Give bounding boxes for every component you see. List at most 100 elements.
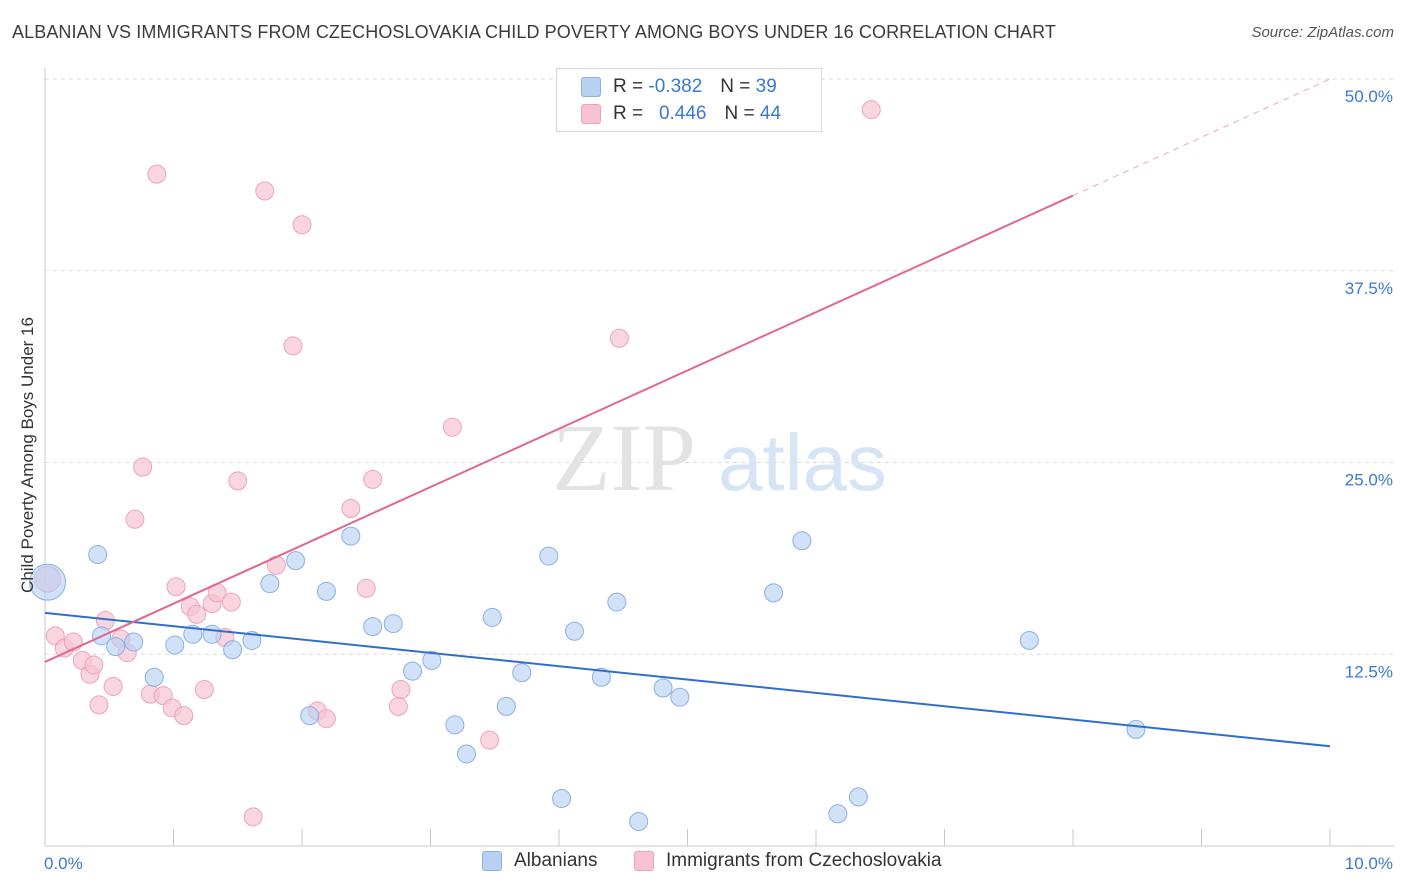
albanian-point (29, 563, 67, 601)
legend-swatch-albanians (581, 77, 601, 97)
czech-point (166, 577, 186, 597)
albanian-point (383, 614, 403, 634)
czech-point (363, 469, 383, 489)
albanian-point (223, 640, 243, 660)
albanian-point (316, 581, 336, 601)
x-tick-label: 10.0% (1345, 854, 1393, 873)
czech-point (609, 328, 629, 348)
albanian-point (591, 667, 611, 687)
legend-n-value-czech: 44 (759, 103, 782, 124)
czech-point (442, 417, 462, 437)
axes (44, 68, 1395, 847)
albanian-point (124, 632, 144, 652)
albanian-point (552, 788, 572, 808)
bottom-legend-swatch-czech (634, 851, 654, 871)
czech-point (243, 807, 263, 827)
albanian-points (29, 526, 1146, 831)
y-axis-title: Child Poverty Among Boys Under 16 (18, 317, 37, 593)
watermark-atlas: atlas (718, 418, 887, 507)
axis-labels: 12.5% 25.0% 37.5% 50.0% 0.0% 10.0% (44, 87, 1393, 873)
albanian-point (341, 526, 361, 546)
legend-r-value-albanians: -0.382 (648, 76, 703, 97)
albanian-point (629, 811, 649, 831)
legend-r-label: R = (613, 103, 644, 124)
albanian-point (564, 621, 584, 641)
albanian-point (88, 545, 108, 565)
legend-swatch-czech (581, 104, 601, 124)
albanian-point (792, 531, 812, 551)
czech-point (174, 706, 194, 726)
albanian-point (260, 574, 280, 594)
albanian-point (422, 650, 442, 670)
czech-point (103, 676, 123, 696)
albanian-point (363, 617, 383, 637)
source-label: Source: ZipAtlas.com (1251, 24, 1394, 41)
legend-row-czech: R = 0.446 N = 44 (581, 101, 781, 127)
bottom-legend-czech: Immigrants from Czechoslovakia (634, 850, 942, 872)
legend-row-albanians: R = -0.382 N = 39 (581, 74, 777, 100)
correlation-legend: R = -0.382 N = 39 R = 0.446 N = 44 (556, 68, 822, 132)
czech-point (133, 457, 153, 477)
albanian-point (1019, 630, 1039, 650)
chart-title: ALBANIAN VS IMMIGRANTS FROM CZECHOSLOVAK… (12, 22, 1056, 42)
czech-point (147, 164, 167, 184)
bottom-legend-swatch-albanians (482, 851, 502, 871)
legend-n-label: N = (724, 103, 755, 124)
albanian-point (286, 551, 306, 571)
czech-point (255, 181, 275, 201)
albanian-point (202, 624, 222, 644)
albanian-point (653, 678, 673, 698)
albanian-point (183, 624, 203, 644)
czech-trend-line (44, 194, 1074, 663)
czech-point (84, 655, 104, 675)
x-tick-label: 0.0% (44, 854, 83, 873)
albanian-point (300, 706, 320, 726)
bottom-legend-albanians: Albanians (482, 850, 597, 872)
gridlines (45, 78, 1395, 655)
albanian-point (482, 607, 502, 627)
albanian-point (828, 804, 848, 824)
albanian-point (106, 637, 126, 657)
czech-point (187, 604, 207, 624)
czech-point (125, 509, 145, 529)
trend-lines (44, 78, 1331, 748)
albanian-point (165, 635, 185, 655)
albanian-point (496, 696, 516, 716)
y-tick-label: 37.5% (1345, 279, 1393, 298)
albanian-point (144, 667, 164, 687)
czech-point (356, 578, 376, 598)
y-tick-label: 12.5% (1345, 662, 1393, 681)
albanian-point (607, 592, 627, 612)
albanian-point (512, 663, 532, 683)
albanian-point (445, 715, 465, 735)
legend-n-value-albanians: 39 (755, 76, 777, 97)
czech-point (861, 100, 881, 120)
czech-point (283, 336, 303, 356)
czech-points (34, 100, 881, 827)
czech-point (228, 471, 248, 491)
watermark-zip: ZIP (552, 404, 696, 511)
legend-r-value-czech: 0.446 (658, 103, 707, 124)
albanian-point (1126, 719, 1146, 739)
albanian-point (848, 787, 868, 807)
albanian-point (539, 546, 559, 566)
czech-point (391, 680, 411, 700)
czech-point (480, 730, 500, 750)
albanian-point (764, 583, 784, 603)
czech-point (194, 680, 214, 700)
legend-n-label: N = (720, 76, 751, 97)
czech-point (292, 215, 312, 235)
czech-point (221, 592, 241, 612)
albanian-point (242, 630, 262, 650)
legend-r-label: R = (613, 76, 644, 97)
bottom-legend-label-albanians: Albanians (514, 850, 598, 871)
albanian-point (670, 687, 690, 707)
bottom-legend-label-czech: Immigrants from Czechoslovakia (666, 850, 942, 871)
czech-point (316, 709, 336, 729)
czech-trend-extension (1072, 78, 1331, 197)
y-tick-label: 50.0% (1345, 87, 1393, 106)
albanian-trend-line (44, 611, 1331, 748)
czech-point (89, 695, 109, 715)
y-tick-label: 25.0% (1345, 471, 1393, 490)
